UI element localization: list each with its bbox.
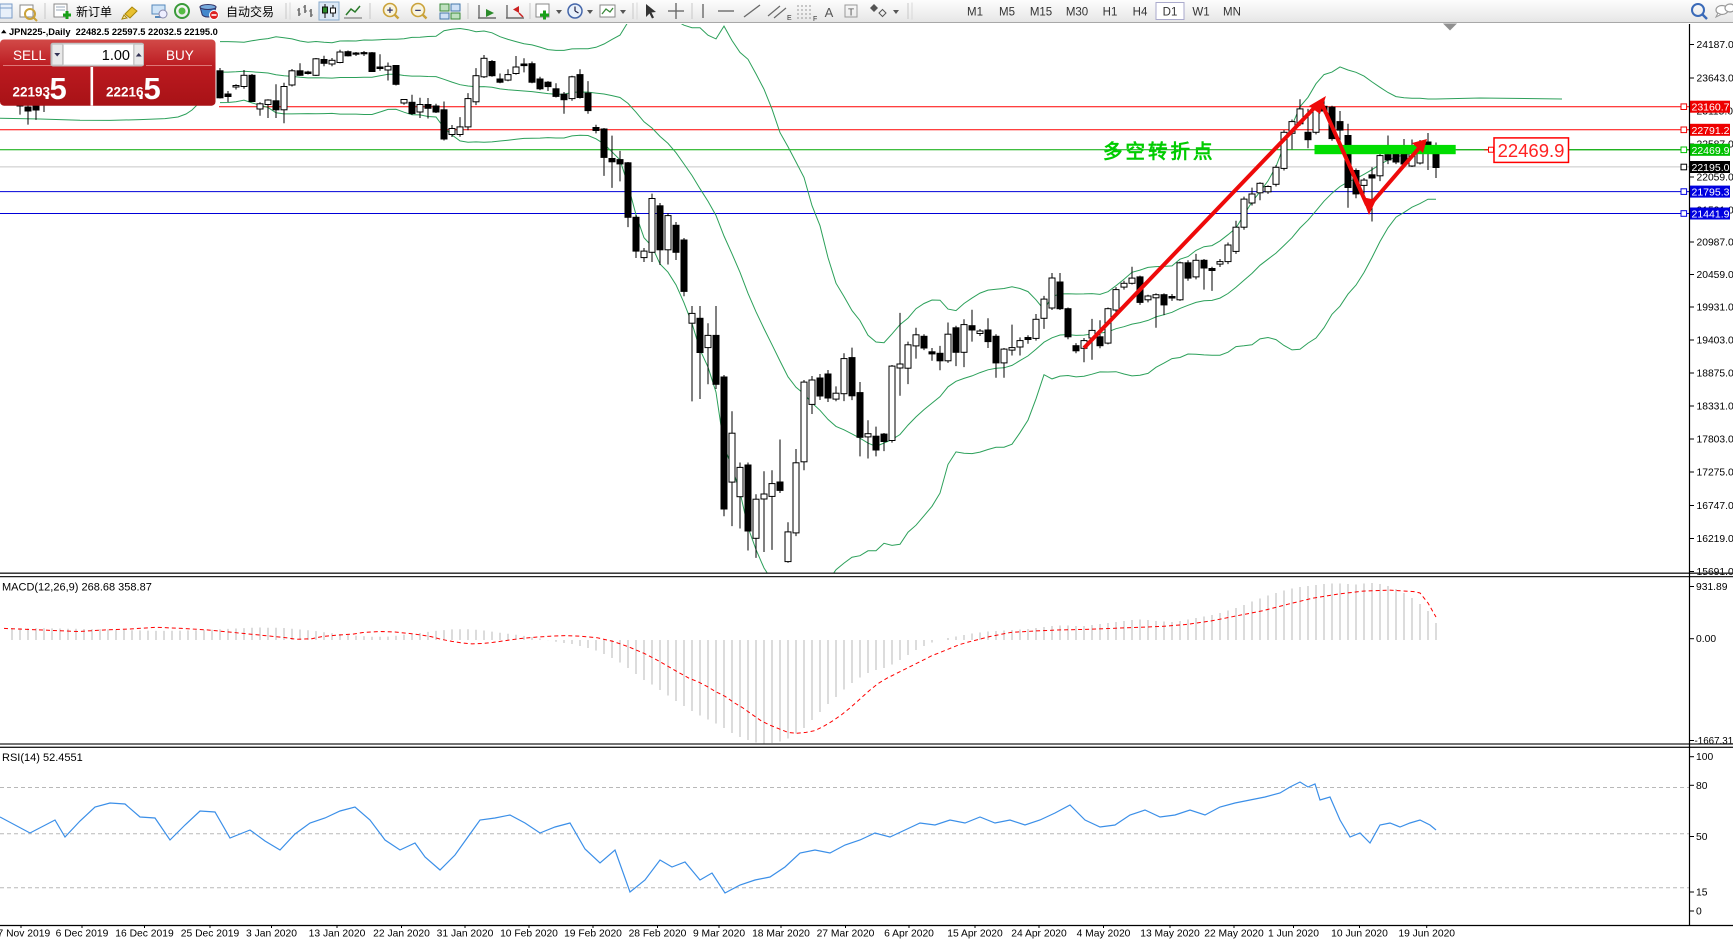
svg-text:931.89: 931.89 — [1696, 582, 1728, 593]
svg-text:H4: H4 — [1133, 7, 1148, 19]
svg-text:6 Dec 2019: 6 Dec 2019 — [56, 929, 109, 940]
svg-text:6 Apr 2020: 6 Apr 2020 — [884, 929, 934, 940]
svg-text:22195.0: 22195.0 — [1692, 162, 1730, 174]
svg-text:13 May 2020: 13 May 2020 — [1140, 929, 1200, 940]
svg-text:0.00: 0.00 — [1696, 634, 1716, 645]
svg-text:F: F — [813, 16, 817, 23]
svg-text:多空转折点: 多空转折点 — [1103, 140, 1216, 163]
svg-text:10 Jun 2020: 10 Jun 2020 — [1331, 929, 1388, 940]
svg-text:.: . — [44, 79, 50, 104]
svg-text:16747.0: 16747.0 — [1697, 501, 1733, 512]
svg-text:18 Mar 2020: 18 Mar 2020 — [752, 929, 810, 940]
svg-text:15 Apr 2020: 15 Apr 2020 — [947, 929, 1003, 940]
svg-text:1 Jun 2020: 1 Jun 2020 — [1268, 929, 1319, 940]
svg-text:22469.9: 22469.9 — [1498, 140, 1565, 161]
svg-text:23643.0: 23643.0 — [1697, 74, 1733, 85]
svg-text:M5: M5 — [999, 7, 1015, 19]
svg-text:27 Mar 2020: 27 Mar 2020 — [817, 929, 875, 940]
svg-text:M15: M15 — [1030, 7, 1052, 19]
svg-text:自动交易: 自动交易 — [226, 4, 274, 19]
svg-text:T: T — [848, 8, 854, 19]
svg-text:9 Mar 2020: 9 Mar 2020 — [693, 929, 745, 940]
svg-text:25 Dec 2019: 25 Dec 2019 — [181, 929, 240, 940]
svg-text:16 Dec 2019: 16 Dec 2019 — [115, 929, 174, 940]
svg-text:28 Feb 2020: 28 Feb 2020 — [629, 929, 687, 940]
svg-text:22193: 22193 — [13, 85, 51, 100]
svg-text:.: . — [138, 79, 144, 104]
svg-text:H1: H1 — [1103, 7, 1118, 19]
svg-text:5: 5 — [50, 71, 67, 106]
svg-text:4 May 2020: 4 May 2020 — [1077, 929, 1131, 940]
svg-text:17803.0: 17803.0 — [1697, 435, 1733, 446]
svg-text:21441.9: 21441.9 — [1692, 209, 1730, 221]
svg-text:22059.0: 22059.0 — [1697, 173, 1733, 184]
svg-text:100: 100 — [1696, 752, 1713, 763]
svg-text:50: 50 — [1696, 832, 1708, 843]
svg-text:22216: 22216 — [106, 85, 144, 100]
svg-text:20459.0: 20459.0 — [1697, 270, 1733, 281]
svg-text:17275.0: 17275.0 — [1697, 468, 1733, 479]
svg-text:BUY: BUY — [166, 48, 194, 63]
svg-text:22469.9: 22469.9 — [1692, 145, 1730, 157]
svg-text:+: + — [387, 5, 393, 17]
svg-text:W1: W1 — [1192, 7, 1209, 19]
svg-text:22791.2: 22791.2 — [1692, 125, 1730, 137]
svg-text:-1667.31: -1667.31 — [1695, 736, 1733, 747]
svg-text:80: 80 — [1696, 781, 1708, 792]
svg-text:18875.0: 18875.0 — [1697, 369, 1733, 380]
svg-text:20987.0: 20987.0 — [1697, 238, 1733, 249]
svg-text:31 Jan 2020: 31 Jan 2020 — [437, 929, 494, 940]
svg-text:15: 15 — [1696, 888, 1708, 899]
svg-text:A: A — [825, 5, 834, 20]
svg-text:15691.0: 15691.0 — [1697, 567, 1733, 578]
svg-text:19931.0: 19931.0 — [1697, 303, 1733, 314]
svg-text:23160.7: 23160.7 — [1692, 102, 1730, 114]
svg-text:D1: D1 — [1163, 7, 1178, 19]
svg-text:E: E — [787, 15, 792, 22]
svg-text:19403.0: 19403.0 — [1697, 336, 1733, 347]
svg-text:10 Feb 2020: 10 Feb 2020 — [500, 929, 558, 940]
svg-text:−: − — [415, 5, 421, 17]
svg-text:MACD(12,26,9) 268.68 358.87: MACD(12,26,9) 268.68 358.87 — [2, 582, 152, 594]
svg-text:24 Apr 2020: 24 Apr 2020 — [1011, 929, 1067, 940]
svg-text:22 May 2020: 22 May 2020 — [1204, 929, 1264, 940]
svg-text:19 Feb 2020: 19 Feb 2020 — [564, 929, 622, 940]
svg-text:1.00: 1.00 — [102, 48, 130, 64]
svg-text:M30: M30 — [1066, 7, 1088, 19]
svg-text:RSI(14) 52.4551: RSI(14) 52.4551 — [2, 752, 83, 764]
svg-text:22 Jan 2020: 22 Jan 2020 — [373, 929, 430, 940]
svg-text:18331.0: 18331.0 — [1697, 402, 1733, 413]
svg-text:MN: MN — [1223, 7, 1241, 19]
svg-text:21795.3: 21795.3 — [1692, 187, 1730, 199]
svg-text:16219.0: 16219.0 — [1697, 534, 1733, 545]
svg-text:SELL: SELL — [13, 48, 47, 63]
svg-text:27 Nov 2019: 27 Nov 2019 — [0, 929, 50, 940]
svg-text:24187.0: 24187.0 — [1697, 40, 1733, 51]
svg-text:13 Jan 2020: 13 Jan 2020 — [309, 929, 366, 940]
svg-text:新订单: 新订单 — [76, 4, 112, 19]
svg-text:19 Jun 2020: 19 Jun 2020 — [1398, 929, 1455, 940]
svg-text:M1: M1 — [967, 7, 983, 19]
svg-text:3 Jan 2020: 3 Jan 2020 — [246, 929, 297, 940]
svg-text:5: 5 — [144, 71, 161, 106]
svg-text:JPN225-,Daily 22482.5 22597.5: JPN225-,Daily 22482.5 22597.5 22032.5 22… — [9, 27, 218, 37]
svg-text:0: 0 — [1696, 907, 1702, 918]
